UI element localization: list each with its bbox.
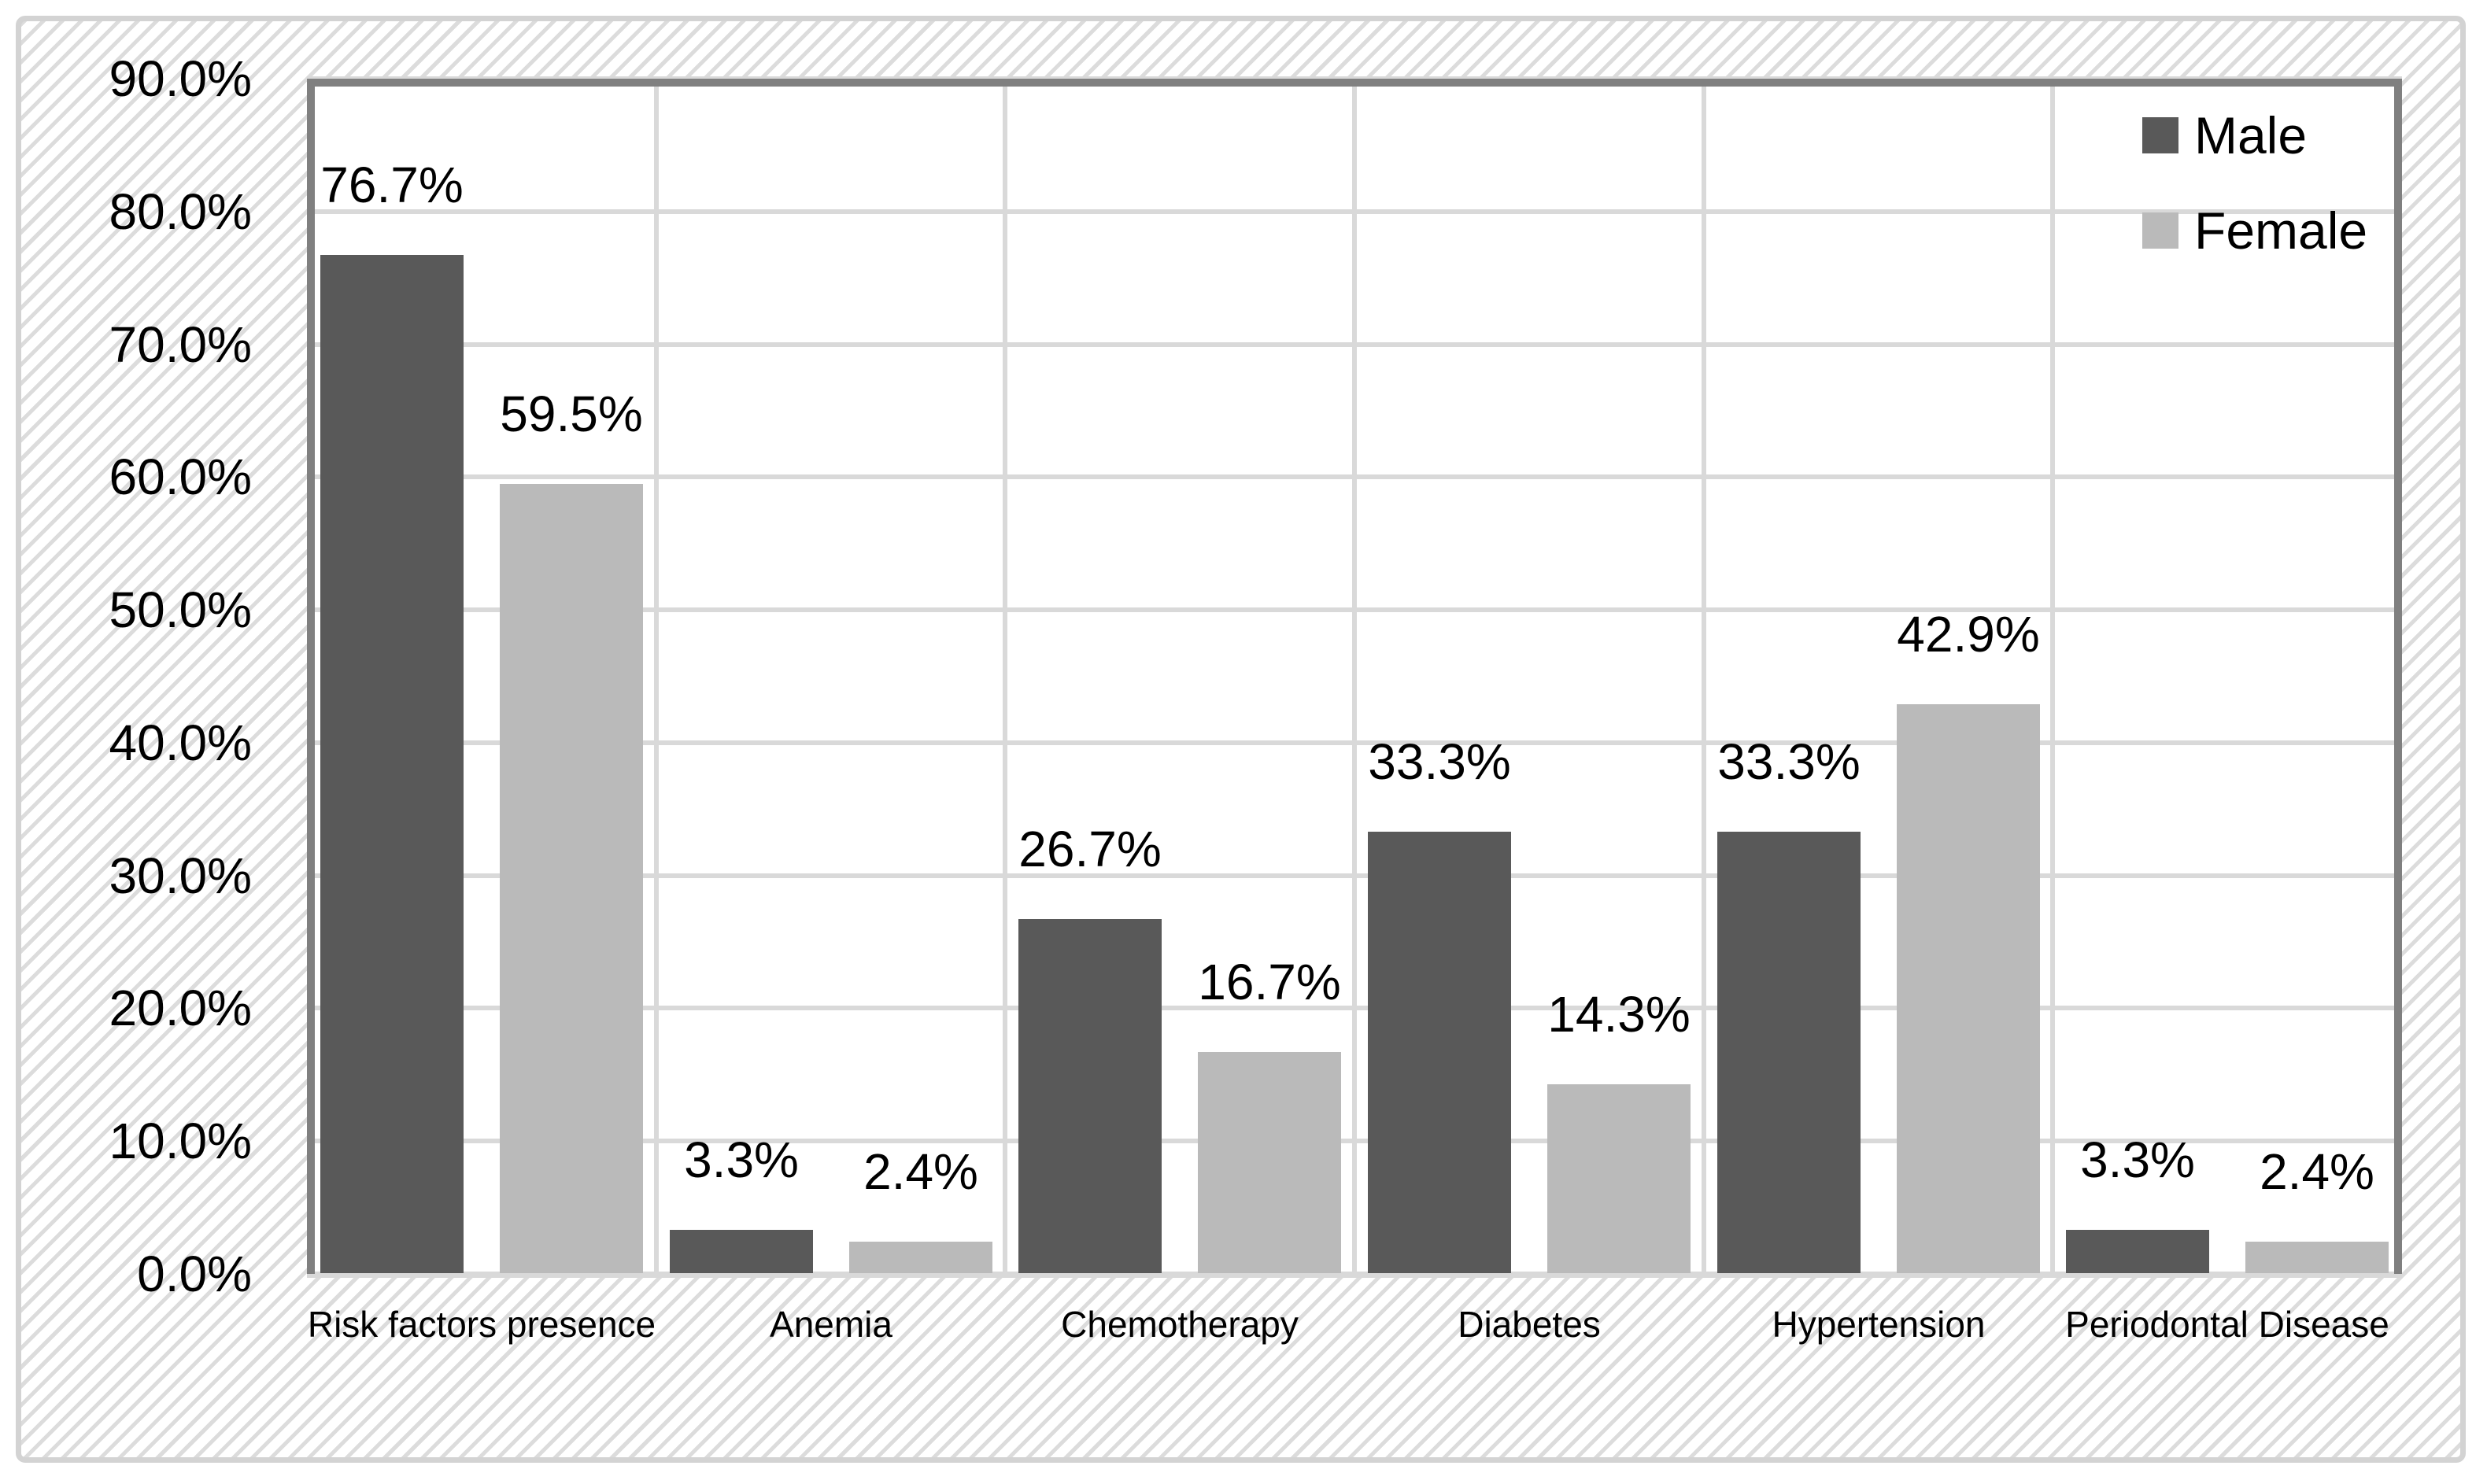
data-label-female-diabetes: 14.3% [1547,986,1691,1043]
gridline-v-4 [1702,79,1706,1274]
y-axis-tick-label-100: 10.0% [109,1113,252,1169]
bar-male-chemotherapy [1018,919,1162,1273]
data-label-male-chemotherapy: 26.7% [1018,821,1162,877]
bar-male-periodontal-disease [2066,1230,2209,1273]
legend-label-female: Female [2194,201,2368,260]
data-label-male-anemia: 3.3% [684,1131,799,1188]
y-axis-tick-label-900: 90.0% [109,50,252,107]
gridline-v-2 [1003,79,1007,1274]
y-axis-tick-label-300: 30.0% [109,847,252,904]
legend-swatch-male [2142,117,2178,153]
gridline-v-5 [2050,79,2055,1274]
bar-female-anemia [849,1242,992,1273]
bar-male-anemia [670,1230,813,1273]
y-axis-tick-label-400: 40.0% [109,714,252,771]
data-label-male-periodontal-disease: 3.3% [2080,1131,2195,1188]
gridline-v-1 [654,79,659,1274]
y-axis-tick-label-00: 0.0% [137,1246,252,1302]
bar-male-hypertension [1717,832,1861,1273]
legend-swatch-female [2142,212,2178,249]
gridline-v-3 [1352,79,1357,1274]
plot-border [307,79,2402,1274]
data-label-female-risk-factors-presence: 59.5% [500,386,643,442]
bar-female-chemotherapy [1198,1052,1341,1273]
bar-male-risk-factors-presence [320,255,464,1273]
data-label-female-hypertension: 42.9% [1897,606,2040,663]
data-label-female-periodontal-disease: 2.4% [2260,1143,2374,1200]
bar-female-diabetes [1547,1084,1691,1273]
x-axis-category-label-diabetes: Diabetes [1458,1304,1601,1345]
bar-female-risk-factors-presence [500,484,643,1273]
x-axis-category-label-periodontal-disease: Periodontal Disease [2065,1304,2389,1345]
y-axis-tick-label-700: 70.0% [109,316,252,373]
x-axis-category-label-chemotherapy: Chemotherapy [1061,1304,1299,1345]
data-label-male-diabetes: 33.3% [1368,733,1511,790]
y-axis-tick-label-600: 60.0% [109,449,252,505]
data-label-male-hypertension: 33.3% [1717,733,1861,790]
y-axis-tick-label-800: 80.0% [109,183,252,240]
x-axis-category-label-anemia: Anemia [770,1304,892,1345]
data-label-female-anemia: 2.4% [863,1143,978,1200]
x-axis-line [307,1272,2402,1278]
bar-female-hypertension [1897,704,2040,1273]
y-axis-tick-label-500: 50.0% [109,581,252,638]
x-axis-category-label-risk-factors-presence: Risk factors presence [307,1304,656,1345]
data-label-male-risk-factors-presence: 76.7% [320,157,464,213]
data-label-female-chemotherapy: 16.7% [1198,954,1341,1010]
bar-female-periodontal-disease [2245,1242,2389,1273]
y-axis-tick-label-200: 20.0% [109,980,252,1036]
x-axis-category-label-hypertension: Hypertension [1772,1304,1986,1345]
legend-label-male: Male [2194,106,2308,164]
bar-male-diabetes [1368,832,1511,1273]
